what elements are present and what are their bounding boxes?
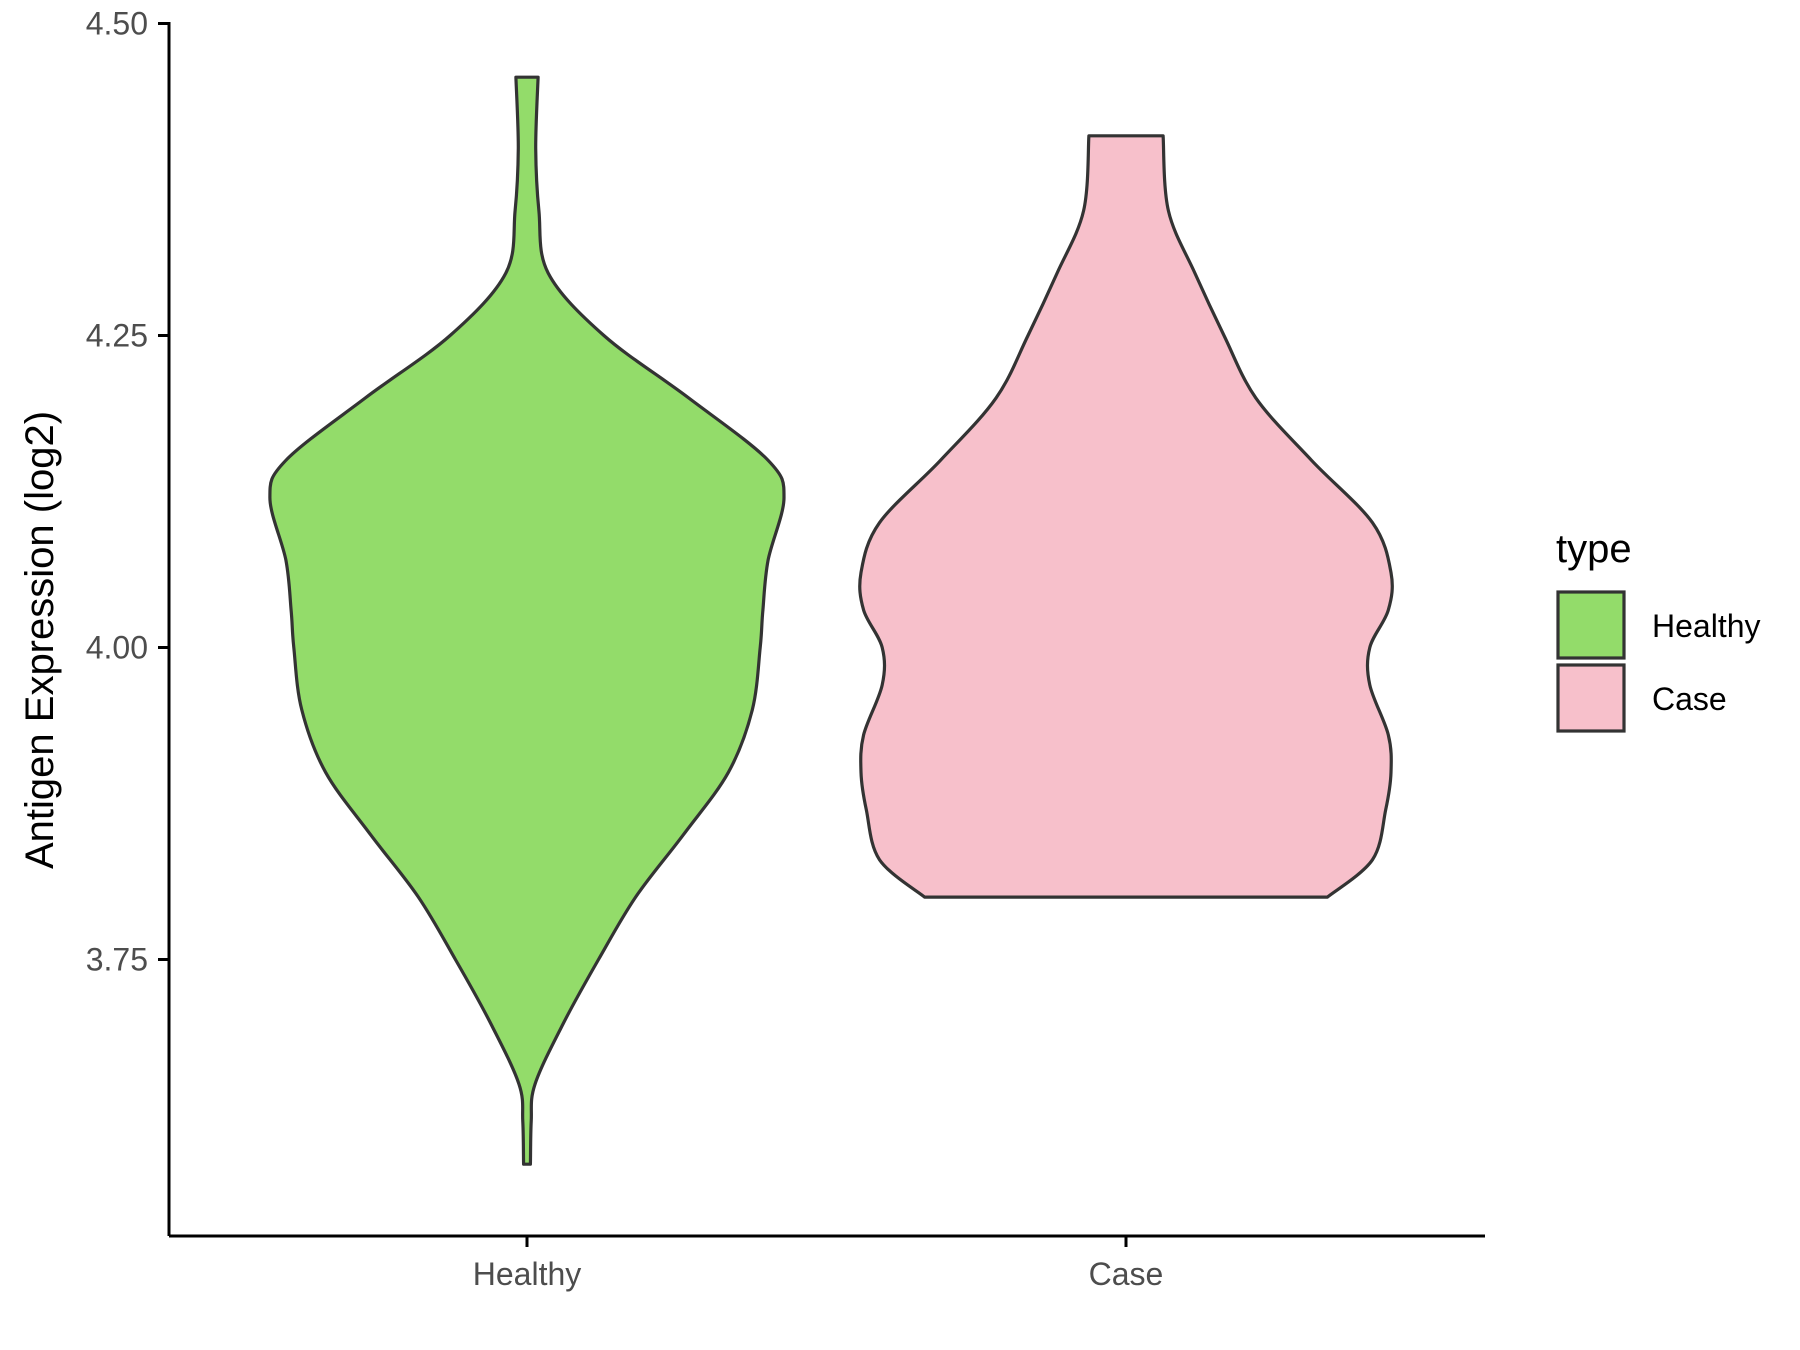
x-tick-label-case: Case (1089, 1256, 1164, 1292)
violin-case (858, 134, 1394, 899)
legend-label-healthy: Healthy (1652, 608, 1761, 644)
y-tick-label: 4.25 (86, 318, 148, 354)
violin-healthy (268, 75, 786, 1166)
legend-key-case (1556, 663, 1626, 733)
y-ticks: 3.75 4.00 4.25 4.50 (86, 6, 169, 978)
legend-key-healthy (1556, 590, 1626, 660)
legend-label-case: Case (1652, 681, 1727, 717)
plot-area (268, 75, 1394, 1166)
y-tick-label: 4.00 (86, 630, 148, 666)
x-tick-label-healthy: Healthy (473, 1256, 582, 1292)
legend: type Healthy Case (1556, 527, 1761, 733)
axes (167, 22, 1485, 1238)
y-axis-title: Antigen Expression (log2) (18, 411, 62, 869)
legend-title: type (1556, 527, 1632, 571)
y-tick-label: 3.75 (86, 942, 148, 978)
x-ticks: Healthy Case (473, 1236, 1164, 1292)
y-tick-label: 4.50 (86, 6, 148, 42)
